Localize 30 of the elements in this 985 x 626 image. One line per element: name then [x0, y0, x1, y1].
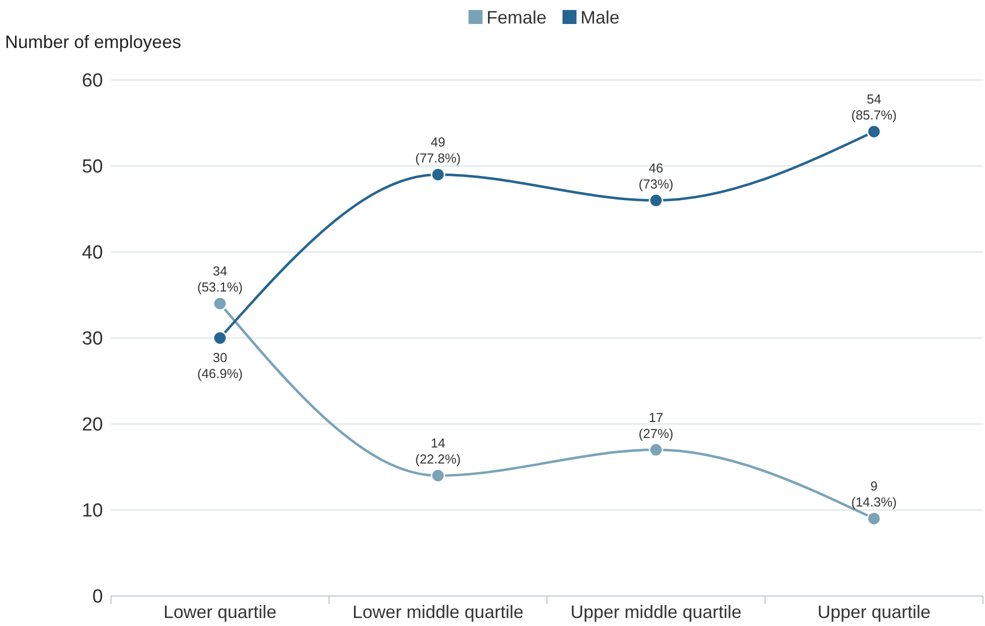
- data-label: 30 (46.9%): [197, 350, 243, 381]
- y-tick-label: 50: [82, 156, 103, 178]
- data-label: 9 (14.3%): [851, 478, 897, 510]
- data-label: 54 (85.7%): [851, 92, 897, 123]
- legend-label: Female: [486, 7, 547, 28]
- point: [648, 193, 664, 208]
- point: [430, 468, 446, 483]
- y-tick-label: 40: [82, 242, 103, 264]
- y-axis-title: Number of employees: [5, 32, 182, 52]
- data-label: 46 (73%): [638, 160, 674, 192]
- point: [866, 124, 882, 139]
- y-tick-label: 20: [82, 414, 103, 436]
- point: [430, 167, 446, 182]
- data-label: 34 (53.1%): [197, 264, 243, 295]
- data-label: 49 (77.8%): [415, 134, 461, 166]
- x-tick-label: Lower middle quartile: [352, 602, 524, 622]
- y-tick-label: 0: [92, 586, 103, 608]
- x-tick-label: Upper quartile: [817, 602, 931, 622]
- point: [648, 442, 664, 458]
- legend-label: Male: [580, 7, 620, 28]
- x-tick-label: Upper middle quartile: [570, 602, 742, 622]
- point: [212, 330, 228, 346]
- data-label: 14 (22.2%): [415, 436, 461, 467]
- point: [212, 296, 228, 311]
- y-tick-label: 30: [82, 328, 103, 350]
- y-tick-label: 10: [82, 500, 103, 522]
- data-label: 17 (27%): [638, 410, 674, 441]
- x-tick-label: Lower quartile: [163, 602, 277, 622]
- y-tick-label: 60: [82, 70, 103, 92]
- point: [866, 511, 882, 526]
